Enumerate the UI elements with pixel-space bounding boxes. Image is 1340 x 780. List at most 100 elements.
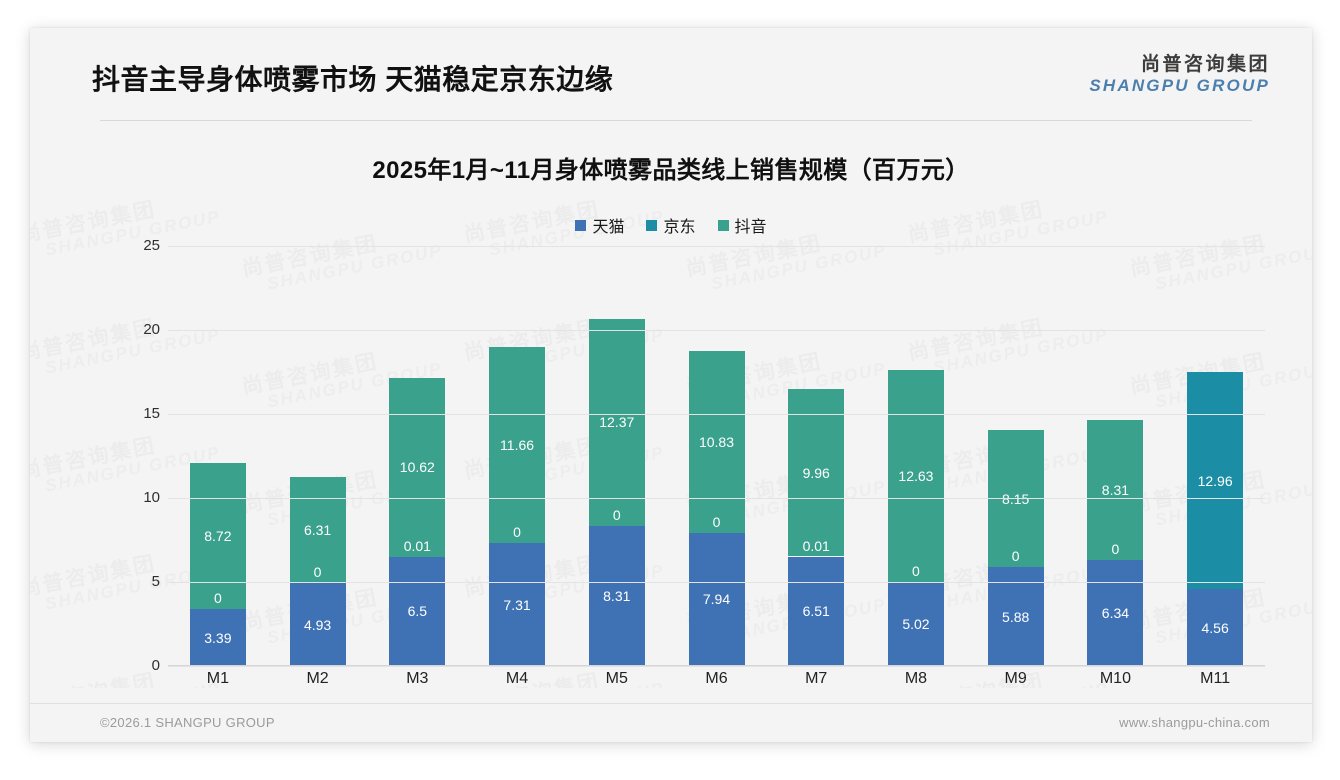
bar-segment-抖音[interactable] [1087, 419, 1144, 560]
bar-value-label: 4.56 [1201, 619, 1229, 636]
bar-segment-抖音[interactable] [688, 350, 745, 533]
y-axis-tick: 25 [143, 237, 160, 254]
bar-segment-天猫[interactable] [1087, 559, 1144, 666]
chart-title: 2025年1月~11月身体喷雾品类线上销售规模（百万元） [372, 157, 970, 184]
gridline [168, 414, 1265, 415]
bar-segment-天猫[interactable] [588, 526, 645, 666]
bar-value-label: 0 [712, 513, 721, 530]
bar-group[interactable]: 6.34 0 8.31 [1087, 246, 1144, 666]
bar-value-label: 7.31 [503, 596, 531, 613]
bar-value-label: 8.72 [204, 527, 232, 544]
bars-container: 3.39 0 8.72 4.93 0 6.31 6.5 0.01 10.62 7.31 0 11.66… [168, 246, 1265, 666]
legend-item-京东[interactable]: 京东 [646, 213, 696, 237]
x-axis-tick: M9 [1004, 670, 1027, 687]
bar-segment-抖音[interactable] [389, 378, 446, 557]
x-axis-tick: M11 [1200, 670, 1231, 687]
bar-value-label: 10.62 [399, 459, 435, 476]
bar-segment-抖音[interactable] [588, 318, 645, 527]
legend-item-天猫[interactable]: 天猫 [575, 213, 624, 237]
brand-logo: 尚普咨询集团 SHANGPU GROUP [1089, 55, 1270, 95]
x-axis-tick: M10 [1099, 670, 1131, 687]
bar-segment-京东[interactable] [1187, 371, 1244, 590]
brand-logo-en: SHANGPU GROUP [1089, 75, 1270, 95]
bar-value-label: 3.39 [204, 629, 232, 646]
x-axis-tick: M2 [306, 670, 329, 687]
y-axis-tick: 15 [143, 405, 160, 422]
bar-segment-天猫[interactable] [688, 532, 745, 666]
bar-value-label: 0 [1111, 540, 1120, 557]
bar-segment-抖音[interactable] [489, 347, 546, 544]
bar-value-label: 8.31 [1101, 481, 1130, 498]
legend-label: 天猫 [592, 219, 625, 236]
y-axis-tick: 5 [151, 573, 160, 590]
y-axis-tick: 20 [143, 321, 160, 338]
legend-label: 京东 [663, 219, 696, 236]
bar-value-label: 5.88 [1002, 608, 1030, 625]
bar-value-label: 0 [513, 524, 521, 541]
x-axis-tick: M8 [904, 670, 928, 687]
x-axis-line [168, 665, 1265, 666]
slide-header: 抖音主导身体喷雾市场 天猫稳定京东边缘 尚普咨询集团 SHANGPU GROUP [30, 28, 1312, 120]
x-axis-tick: M6 [705, 670, 728, 687]
bar-segment-抖音[interactable] [788, 389, 845, 557]
bar-value-label: 9.96 [802, 464, 830, 481]
bar-segment-抖音[interactable] [289, 477, 346, 584]
bar-segment-抖音[interactable] [887, 369, 944, 582]
bar-group[interactable]: 6.51 0.01 9.96 [788, 246, 845, 666]
bar-value-label: 0.01 [802, 537, 830, 554]
footer-copyright: ©2026.1 SHANGPU GROUP [100, 715, 275, 730]
bar-segment-天猫[interactable] [987, 567, 1044, 666]
bar-group[interactable]: 7.94 0 10.83 [688, 246, 745, 666]
y-axis-tick: 0 [151, 657, 160, 674]
gridline [168, 330, 1265, 331]
gridline [168, 582, 1265, 583]
y-axis-tick: 10 [143, 489, 160, 506]
bar-group[interactable]: 7.31 0 11.66 [489, 246, 546, 666]
bar-group[interactable]: 4.93 0 6.31 [289, 246, 346, 666]
gridline [168, 498, 1265, 499]
bar-segment-抖音[interactable] [189, 462, 246, 610]
legend-item-抖音[interactable]: 抖音 [717, 213, 767, 237]
bar-value-label: 11.66 [500, 437, 535, 454]
footer-divider [30, 703, 1312, 704]
bar-segment-天猫[interactable] [289, 583, 346, 666]
bar-value-label: 12.37 [599, 414, 635, 431]
page-title: 抖音主导身体喷雾市场 天猫稳定京东边缘 [92, 64, 614, 95]
bar-value-label: 0 [1011, 548, 1020, 565]
gridline [168, 666, 1265, 667]
bar-value-label: 7.94 [702, 591, 731, 608]
bar-value-label: 0 [313, 564, 322, 581]
bar-value-label: 0 [213, 590, 222, 607]
bar-value-label: 0.01 [403, 537, 431, 554]
gridline [168, 246, 1265, 247]
bar-segment-天猫[interactable] [189, 609, 246, 666]
bar-group[interactable]: 6.5 0.01 10.62 [389, 246, 446, 666]
bar-segment-天猫[interactable] [788, 556, 845, 666]
bar-value-label: 0 [912, 562, 920, 579]
bar-value-label: 6.51 [802, 603, 830, 620]
bar-value-label: 4.93 [303, 616, 332, 633]
legend-swatch-icon [575, 219, 587, 231]
header-divider [100, 120, 1252, 121]
bar-group[interactable]: 4.56 12.96 [1187, 246, 1244, 666]
bar-segment-天猫[interactable] [389, 556, 446, 666]
x-axis-tick: M3 [406, 670, 429, 687]
bar-group[interactable]: 5.02 0 12.63 [887, 246, 944, 666]
bar-segment-天猫[interactable] [1187, 589, 1244, 666]
x-axis-tick: M4 [505, 670, 529, 687]
bar-value-label: 12.63 [898, 467, 934, 484]
bar-group[interactable]: 8.31 0 12.37 [588, 246, 645, 666]
bar-group[interactable]: 5.88 0 8.15 [987, 246, 1044, 666]
bar-segment-天猫[interactable] [489, 543, 546, 666]
x-axis-tick: M5 [605, 670, 628, 687]
bar-value-label: 0 [612, 507, 621, 524]
brand-logo-cn: 尚普咨询集团 [1140, 54, 1270, 75]
bar-segment-天猫[interactable] [887, 581, 944, 666]
bar-value-label: 5.02 [902, 615, 930, 632]
footer-website[interactable]: www.shangpu-china.com [1119, 715, 1270, 730]
bar-group[interactable]: 3.39 0 8.72 [189, 246, 246, 666]
legend-label: 抖音 [734, 219, 767, 236]
legend-swatch-icon [717, 219, 729, 231]
chart-plot-area: 3.39 0 8.72 4.93 0 6.31 6.5 0.01 10.62 7.31 0 11.66… [130, 237, 1265, 687]
bar-value-label: 12.96 [1197, 472, 1233, 489]
